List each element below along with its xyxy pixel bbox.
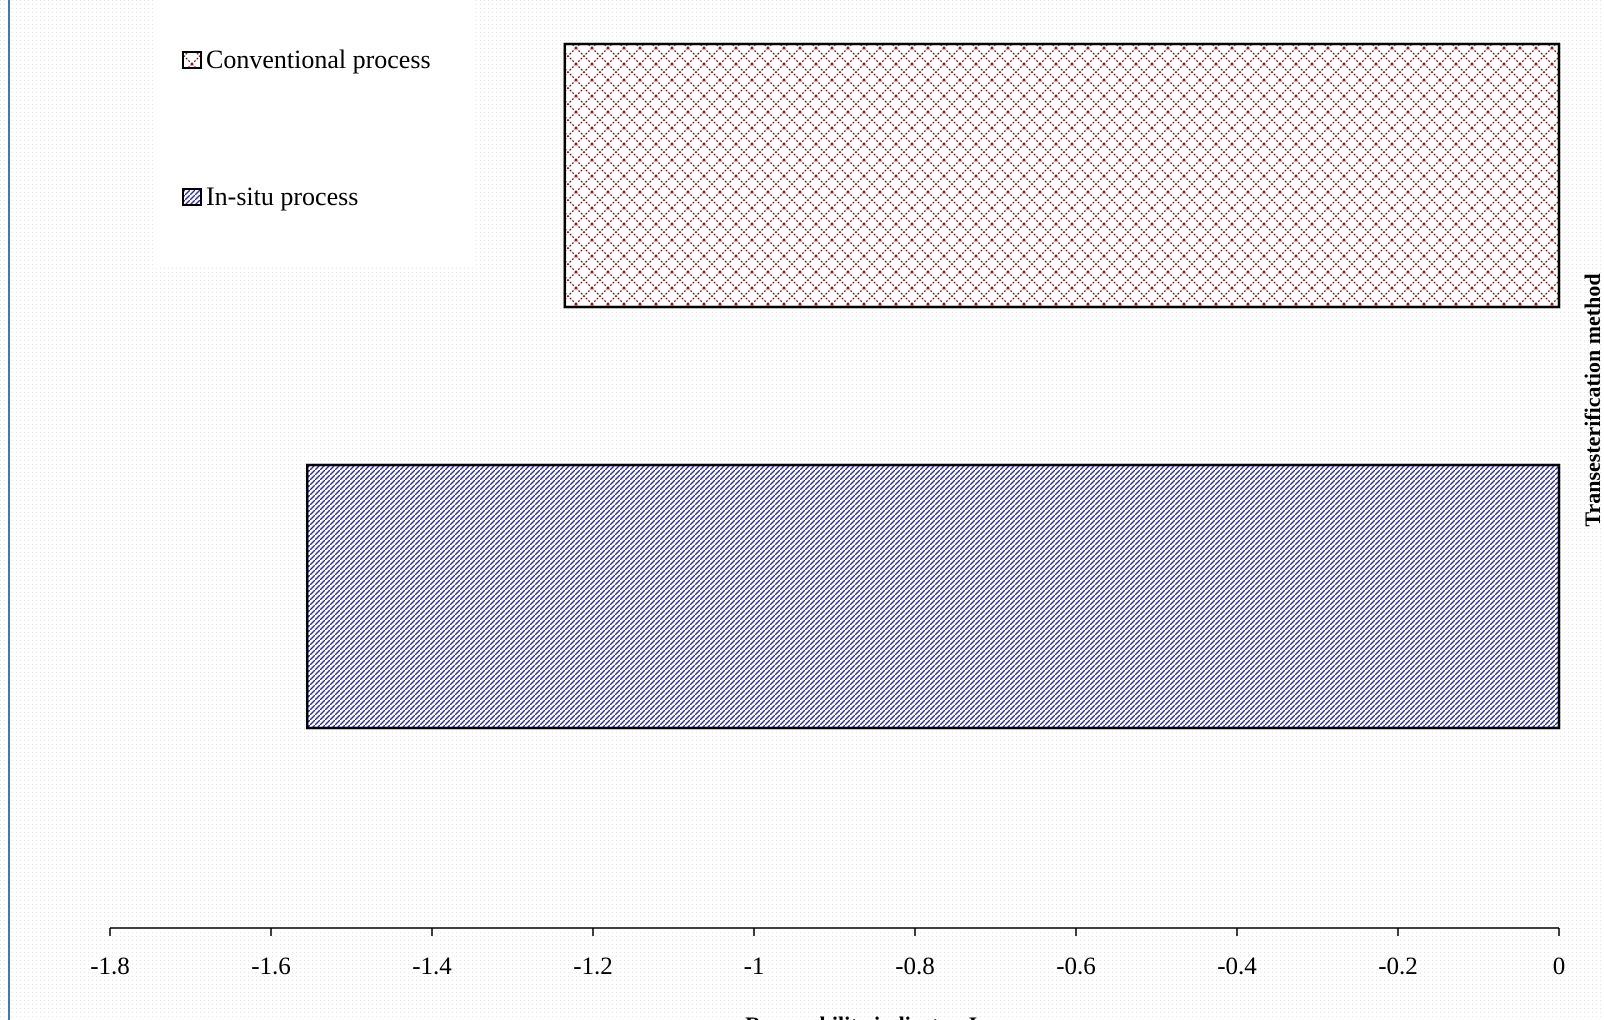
- bar-conventional: [563, 42, 1561, 309]
- x-tick-label: -1: [744, 953, 765, 980]
- x-tick-label: -1.6: [251, 953, 291, 980]
- legend-label-conventional: Conventional process: [206, 45, 431, 74]
- x-tick-label: 0: [1553, 953, 1566, 980]
- x-tick-label: -0.6: [1056, 953, 1096, 980]
- bar-insitu: [305, 463, 1561, 730]
- x-tick-label: -0.8: [895, 953, 935, 980]
- x-tick-label: -0.2: [1378, 953, 1418, 980]
- x-tick-label: -1.4: [412, 953, 452, 980]
- legend-label-insitu: In-situ process: [206, 182, 358, 211]
- y-axis-title: Transesterification method: [1580, 273, 1604, 526]
- x-axis-title: Renewability indicator, Ir: [745, 1012, 987, 1020]
- legend-swatch-conventional: [182, 51, 202, 69]
- legend-box: [156, 0, 474, 265]
- x-axis: -1.8 -1.6 -1.4 -1.2 -1 -0.8 -0.6 -0.4 -0.2 0: [90, 927, 1566, 980]
- x-tick-label: -1.2: [573, 953, 613, 980]
- bars-layer: [305, 42, 1561, 730]
- x-tick-label: -0.4: [1217, 953, 1257, 980]
- legend: Conventional process In-situ process: [156, 0, 474, 265]
- x-tick-label: -1.8: [90, 953, 130, 980]
- legend-swatch-insitu: [182, 188, 202, 206]
